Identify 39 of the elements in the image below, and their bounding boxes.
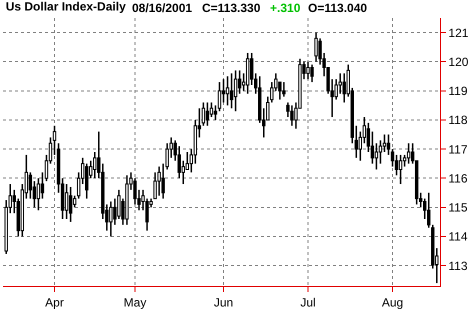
x-tick-label: May (124, 295, 146, 310)
candlestick (306, 60, 310, 80)
text: O=113.040 (308, 1, 368, 15)
candlestick (206, 102, 210, 127)
candlestick (398, 154, 402, 185)
text: C=113.330 (202, 1, 261, 15)
candlestick (282, 81, 286, 98)
x-tick-label: Jun (214, 295, 234, 310)
candlestick (314, 32, 318, 62)
y-tick-label: 115 (448, 200, 468, 215)
candlestick (40, 172, 44, 200)
y-tick-label: 117 (448, 142, 468, 156)
candlestick (230, 72, 234, 110)
candlestick (342, 72, 346, 104)
chart-title: Us Dollar Index-Daily (6, 0, 126, 14)
text: +.310 (270, 1, 301, 15)
y-tick-label: 116 (448, 171, 468, 186)
candlestick (109, 200, 113, 238)
y-tick-label: 119 (448, 84, 468, 98)
candlestick (310, 64, 314, 83)
y-tick-label: 118 (448, 113, 468, 128)
candlestick (93, 151, 96, 179)
candlestick (406, 142, 410, 164)
y-tick-label: 120 (448, 54, 469, 69)
candlestick (133, 177, 137, 206)
candlestick (238, 70, 242, 94)
x-tick-label: Aug (382, 295, 404, 310)
x-tick-label: Apr (45, 295, 64, 310)
candlestick (68, 186, 72, 223)
candlestick (374, 142, 378, 170)
candlestick (64, 183, 68, 220)
candlestick (234, 70, 238, 112)
y-tick-label: 114 (448, 230, 468, 244)
candlestick (290, 104, 294, 127)
y-tick-label: 121 (448, 26, 469, 40)
text: 08/16/2001 (132, 1, 192, 15)
y-tick-label: 113 (448, 258, 468, 273)
candlestick (157, 166, 161, 196)
x-tick-label: Jul (300, 295, 316, 310)
